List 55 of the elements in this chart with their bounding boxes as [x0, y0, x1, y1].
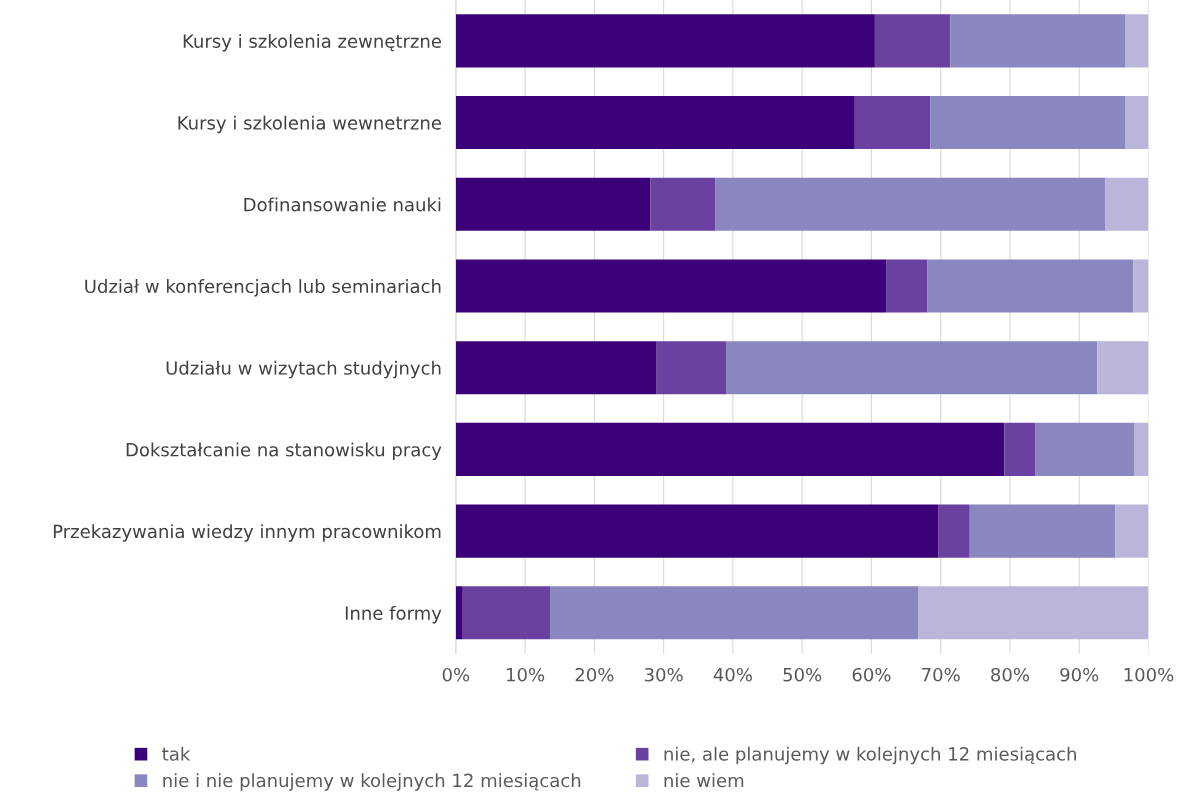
y-tick-label: Inne formy — [345, 605, 442, 624]
y-tick-label: Kursy i szkolenia wewnetrzne — [178, 115, 441, 134]
bar — [715, 177, 1106, 231]
bar — [1115, 504, 1149, 558]
bar — [1133, 259, 1149, 313]
bar — [969, 504, 1116, 558]
legend-label: tak — [162, 746, 191, 761]
bar — [455, 96, 855, 150]
x-tick-label: 40% — [713, 667, 752, 682]
bar — [1004, 422, 1036, 476]
legend-label: nie, ale planujemy w kolejnych 12 miesiącach — [664, 746, 1076, 765]
bar — [656, 341, 726, 395]
bar — [1105, 177, 1149, 231]
bar — [455, 504, 939, 558]
bar — [927, 259, 1134, 313]
bar — [650, 177, 716, 231]
bar — [938, 504, 970, 558]
x-tick-label: 100% — [1124, 667, 1174, 682]
y-tick-label: Przekazywania wiedzy innym pracownikom — [53, 524, 441, 542]
bar — [455, 259, 887, 313]
y-tick-label: Udziału w wizytach studyjnych — [166, 360, 441, 379]
y-tick-label: Dofinansowanie nauki — [244, 197, 441, 212]
x-tick-label: 50% — [783, 667, 822, 682]
x-tick-label: 10% — [507, 667, 545, 682]
bar — [455, 586, 463, 640]
bar — [1097, 341, 1149, 395]
bar — [930, 96, 1126, 150]
x-tick-label: 70% — [922, 667, 960, 682]
bar — [462, 586, 551, 640]
y-tick-label: Udział w konferencjach lub seminariach — [85, 279, 441, 297]
x-tick-label: 30% — [644, 667, 683, 682]
x-tick-label: 20% — [575, 667, 614, 682]
legend-label: nie wiem — [664, 773, 744, 788]
bar — [550, 586, 919, 640]
bar — [1125, 96, 1149, 150]
bar — [725, 341, 1098, 395]
bar — [455, 177, 651, 231]
bar — [854, 96, 931, 150]
legend-label: nie i nie planujemy w kolejnych 12 miesiącach — [163, 773, 581, 791]
bar — [455, 422, 1005, 476]
bar — [886, 259, 928, 313]
y-tick-label: Dokształcanie na stanowisku pracy — [126, 442, 442, 461]
bar — [918, 586, 1149, 640]
bar — [950, 14, 1126, 68]
bar — [1134, 422, 1149, 476]
bar — [1035, 422, 1135, 476]
bar — [1125, 14, 1149, 68]
x-tick-label: 80% — [991, 667, 1030, 682]
y-tick-label: Kursy i szkolenia zewnętrzne — [183, 33, 441, 52]
x-tick-label: 90% — [1060, 667, 1099, 682]
bar — [874, 14, 951, 68]
x-tick-label: 0% — [442, 667, 470, 682]
x-tick-label: 60% — [852, 667, 891, 682]
bar — [455, 341, 657, 395]
bar — [455, 14, 875, 68]
